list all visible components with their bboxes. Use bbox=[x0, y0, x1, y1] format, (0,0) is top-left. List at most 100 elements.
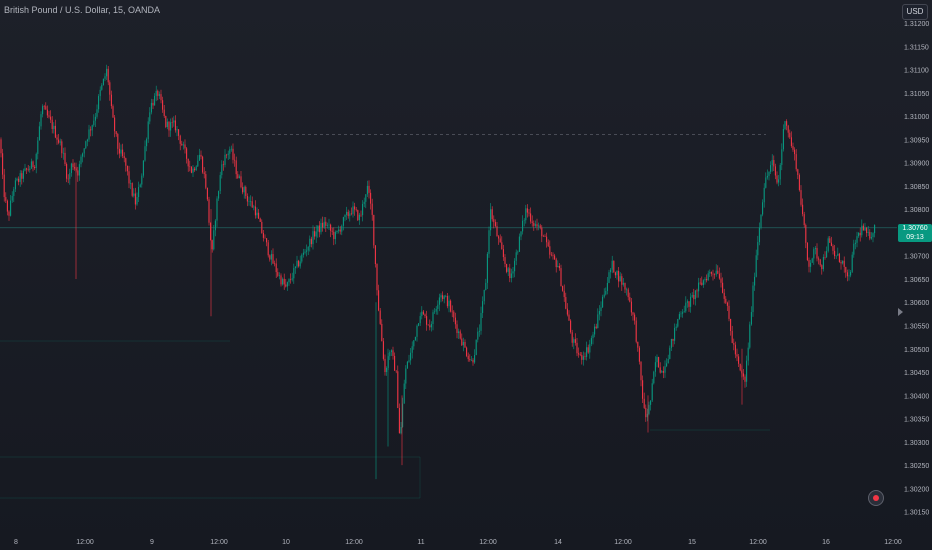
candle-body bbox=[336, 230, 338, 233]
candle bbox=[96, 104, 98, 119]
candle bbox=[658, 356, 660, 368]
candle bbox=[270, 250, 272, 266]
candle-body bbox=[632, 312, 634, 315]
x-tick-label: 14 bbox=[554, 539, 562, 546]
currency-badge[interactable]: USD bbox=[902, 4, 928, 20]
candle-body bbox=[325, 221, 327, 226]
candle-body bbox=[64, 152, 66, 165]
candle bbox=[246, 193, 248, 207]
candle bbox=[357, 209, 359, 222]
candle bbox=[144, 140, 146, 162]
candle-body bbox=[845, 266, 847, 273]
candle-body bbox=[606, 282, 608, 291]
candle-body bbox=[509, 268, 511, 279]
candle-body bbox=[654, 362, 656, 372]
candle-body bbox=[234, 159, 236, 161]
candle-body bbox=[114, 117, 116, 132]
candle bbox=[458, 328, 460, 340]
candle-body bbox=[237, 174, 239, 179]
candle bbox=[621, 273, 623, 291]
candle-body bbox=[240, 176, 242, 188]
candle bbox=[56, 134, 58, 145]
candle-body bbox=[110, 94, 112, 107]
candle-body bbox=[635, 320, 637, 342]
candle bbox=[491, 206, 493, 222]
candle-body bbox=[667, 358, 669, 364]
candle-body bbox=[218, 191, 220, 199]
candle bbox=[154, 93, 156, 106]
candle-body bbox=[709, 272, 711, 274]
candle-body bbox=[189, 166, 191, 167]
candle-body bbox=[565, 297, 567, 309]
candle bbox=[477, 327, 479, 343]
candle-body bbox=[90, 129, 92, 131]
candle-body bbox=[246, 195, 248, 202]
y-tick-label: 1.30200 bbox=[904, 486, 929, 493]
candle bbox=[467, 352, 469, 362]
candle bbox=[338, 225, 340, 234]
candle bbox=[533, 220, 535, 231]
candle bbox=[526, 204, 528, 218]
last-price-value: 1.30760 bbox=[902, 224, 928, 232]
candle-body bbox=[400, 427, 402, 434]
candle-body bbox=[669, 347, 671, 359]
candle-body bbox=[24, 168, 26, 171]
candle bbox=[170, 118, 172, 137]
candle bbox=[208, 196, 210, 226]
candle bbox=[438, 293, 440, 312]
candle bbox=[104, 73, 106, 82]
candle bbox=[90, 126, 92, 137]
candle bbox=[701, 276, 703, 286]
candle bbox=[512, 267, 514, 278]
candle-body bbox=[686, 301, 688, 303]
candle bbox=[122, 143, 124, 159]
candle bbox=[629, 292, 631, 303]
candle-body bbox=[670, 339, 672, 348]
candle-body bbox=[795, 154, 797, 170]
candle-body bbox=[40, 114, 42, 127]
candle-body bbox=[50, 116, 52, 120]
candle-body bbox=[856, 236, 858, 243]
candle bbox=[272, 248, 274, 264]
candle bbox=[757, 235, 759, 261]
x-tick-label: 11 bbox=[417, 539, 424, 546]
candle bbox=[515, 249, 517, 266]
candle bbox=[766, 169, 768, 180]
candle bbox=[285, 278, 287, 288]
candle bbox=[562, 285, 564, 292]
candle bbox=[563, 284, 565, 302]
candle-body bbox=[386, 367, 388, 373]
symbol-title[interactable]: British Pound / U.S. Dollar, 15, OANDA bbox=[4, 5, 161, 15]
candle bbox=[718, 267, 720, 280]
candle bbox=[714, 273, 716, 279]
candle bbox=[410, 348, 412, 365]
candle bbox=[13, 186, 15, 202]
candle bbox=[632, 311, 634, 321]
candle-body bbox=[483, 290, 485, 302]
candle-body bbox=[250, 201, 252, 202]
candle bbox=[118, 142, 120, 159]
candle bbox=[0, 137, 2, 158]
candle bbox=[267, 239, 269, 258]
candle bbox=[664, 360, 666, 378]
candle-body bbox=[146, 139, 148, 147]
candle-body bbox=[869, 232, 871, 239]
candle bbox=[174, 115, 176, 133]
candle-body bbox=[648, 404, 650, 414]
candle-body bbox=[862, 225, 864, 231]
candle bbox=[155, 85, 157, 102]
candle bbox=[37, 136, 39, 160]
candle bbox=[346, 206, 348, 220]
candle bbox=[422, 310, 424, 315]
candle-body bbox=[506, 263, 508, 272]
candle bbox=[64, 147, 66, 167]
candle bbox=[779, 163, 781, 185]
scroll-right-icon[interactable] bbox=[898, 308, 903, 316]
tradingview-logo-icon[interactable] bbox=[868, 490, 884, 506]
candle-body bbox=[232, 148, 234, 160]
candle bbox=[163, 104, 165, 118]
candle bbox=[686, 299, 688, 308]
candle-body bbox=[163, 109, 165, 116]
candle-body bbox=[685, 302, 687, 312]
